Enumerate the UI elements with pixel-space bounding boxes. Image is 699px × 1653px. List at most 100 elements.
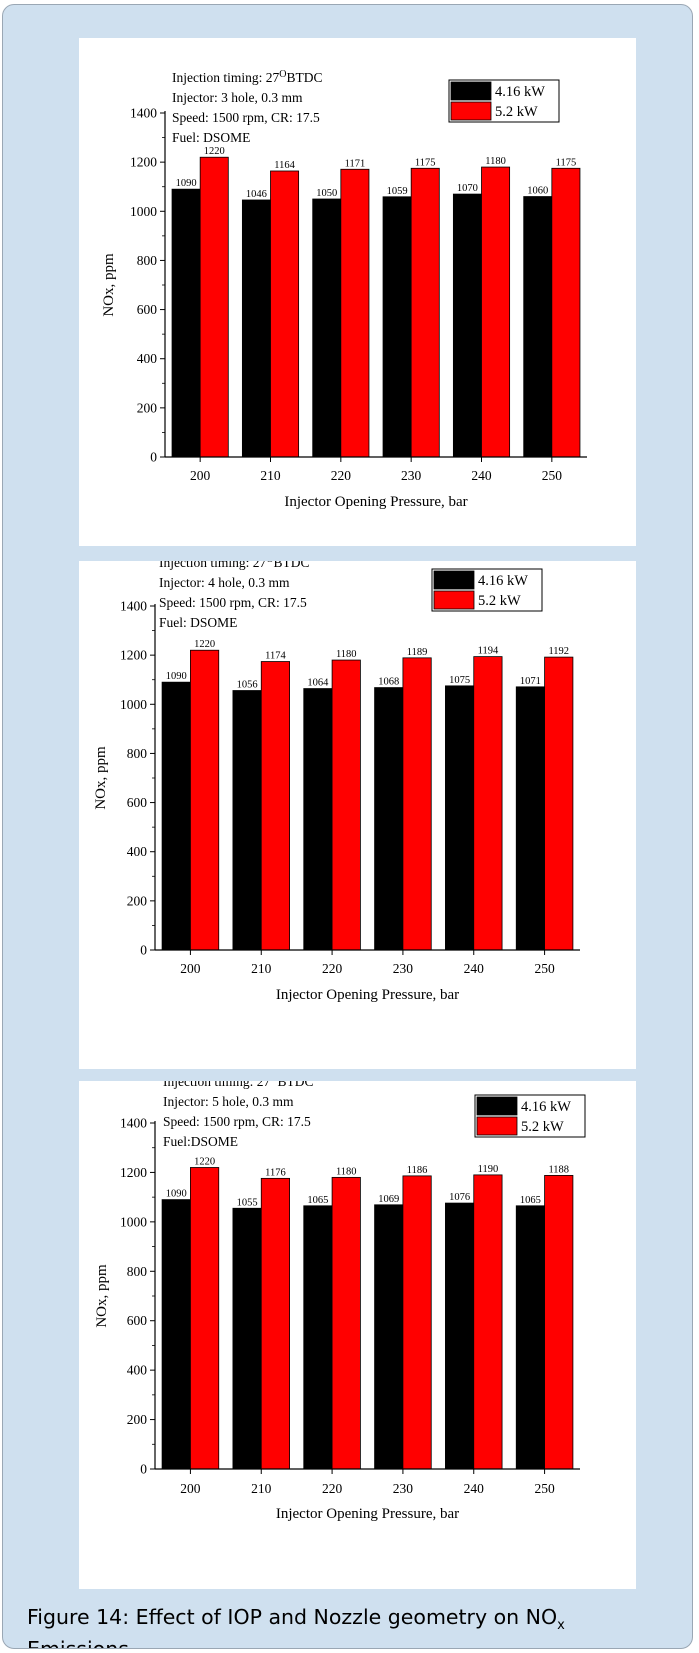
figure-caption: Figure 14: Effect of IOP and Nozzle geom…: [27, 1603, 677, 1649]
y-tick-label: 1000: [130, 204, 157, 219]
bar-series-1-240: [445, 685, 475, 951]
x-tick-label: 230: [393, 961, 414, 976]
x-tick-label: 210: [251, 961, 272, 976]
legend: 4.16 kW 5.2 kW: [448, 79, 560, 123]
bar-series-2-250: [551, 167, 581, 458]
annotation-line: Fuel:DSOME: [163, 1134, 238, 1149]
data-label: 1176: [265, 1167, 286, 1178]
y-tick-label: 0: [150, 450, 157, 465]
annotation-line: Injection timing: 27OBTDC: [159, 561, 310, 570]
annotation-text: Injection timing: 27: [159, 561, 266, 570]
legend-label: 5.2 kW: [495, 104, 538, 120]
bar-series-1-210: [232, 1207, 262, 1470]
data-label: 1189: [407, 647, 428, 658]
x-tick-label: 250: [534, 961, 555, 976]
chart-panel-4-hole: 1090 1056 1064 1068 1075 1071 1220 1174 1180 1189…: [79, 561, 636, 1069]
figure-frame: 1090 1046 1050 1059 1070 1060 1220 1164 1171 1175…: [2, 4, 693, 1649]
legend-swatch: [476, 1096, 518, 1116]
data-label: 1090: [166, 1189, 187, 1200]
bar-series-2-230: [402, 1175, 432, 1470]
data-label: 1174: [265, 651, 286, 662]
y-tick-label: 400: [137, 351, 158, 366]
data-label: 1056: [237, 680, 258, 691]
y-tick-label: 1200: [120, 1165, 147, 1180]
y-tick-label: 800: [137, 253, 158, 268]
x-tick-label: 250: [534, 1481, 555, 1496]
chart-body: 1090 1056 1064 1068 1075 1071 1220 1174 1180 1189…: [93, 561, 580, 1003]
x-axis-label: Injector Opening Pressure, bar: [276, 987, 459, 1003]
x-tick-label: 230: [401, 468, 422, 483]
data-label: 1220: [194, 639, 215, 650]
bar-series-1-220: [303, 688, 333, 951]
y-axis-label: NOx, ppm: [94, 1264, 110, 1328]
bar-series-1-220: [303, 1205, 333, 1470]
legend-label: 5.2 kW: [521, 1119, 564, 1135]
x-tick-label: 240: [471, 468, 492, 483]
bar-series-1-200: [161, 1199, 191, 1470]
data-label: 1050: [316, 188, 337, 199]
data-label: 1046: [246, 189, 267, 200]
x-tick-label: 230: [393, 1481, 414, 1496]
data-label: 1065: [520, 1195, 541, 1206]
y-tick-label: 200: [137, 400, 158, 415]
bar-series-1-210: [232, 690, 262, 951]
annotation-line: Fuel: DSOME: [172, 130, 250, 145]
bar-series-1-210: [241, 199, 271, 458]
legend: 4.16 kW 5.2 kW: [431, 568, 543, 612]
bar-series-1-240: [445, 1202, 475, 1470]
legend-label: 4.16 kW: [495, 84, 545, 100]
legend-swatch: [433, 570, 475, 590]
bar-series-1-200: [161, 681, 191, 951]
chart-panel-3-hole: 1090 1046 1050 1059 1070 1060 1220 1164 1171 1175…: [79, 38, 636, 546]
x-tick-label: 210: [260, 468, 281, 483]
x-tick-label: 220: [322, 1481, 343, 1496]
data-label: 1175: [556, 157, 577, 168]
caption-tail: Emissions.: [27, 1637, 136, 1649]
legend-swatch: [433, 590, 475, 610]
legend-swatch: [450, 81, 492, 101]
data-label: 1190: [478, 1164, 499, 1175]
data-label: 1220: [194, 1156, 215, 1167]
annotation-superscript: O: [279, 69, 286, 80]
legend-label: 4.16 kW: [521, 1099, 571, 1115]
x-tick-label: 250: [542, 468, 563, 483]
data-label: 1220: [204, 146, 225, 157]
bar-series-2-220: [340, 168, 370, 458]
x-tick-label: 220: [331, 468, 352, 483]
x-axis-label: Injector Opening Pressure, bar: [284, 494, 467, 510]
x-tick-label: 200: [180, 1481, 201, 1496]
legend: 4.16 kW 5.2 kW: [474, 1094, 586, 1138]
annotation-line: Injection timing: 27OBTDC: [163, 1081, 314, 1089]
bar-chart-2: 1090 1055 1065 1069 1076 1065 1220 1176 1180 1186…: [94, 1081, 586, 1522]
annotation-suffix: BTDC: [286, 70, 322, 85]
y-tick-label: 400: [127, 844, 148, 859]
data-label: 1055: [237, 1197, 258, 1208]
x-axis-label: Injector Opening Pressure, bar: [276, 1506, 459, 1522]
data-label: 1194: [478, 646, 499, 657]
chart-body: 1090 1046 1050 1059 1070 1060 1220 1164 1171 1175…: [101, 69, 587, 510]
data-label: 1071: [520, 676, 541, 687]
y-tick-label: 800: [127, 1264, 148, 1279]
bar-series-2-230: [402, 657, 432, 951]
data-label: 1059: [387, 186, 408, 197]
annotation-text: Injection timing: 27: [163, 1081, 270, 1089]
bar-series-2-250: [544, 1174, 574, 1470]
chart-panel-5-hole: 1090 1055 1065 1069 1076 1065 1220 1176 1180 1186…: [79, 1081, 636, 1589]
annotation-suffix: BTDC: [273, 561, 309, 570]
y-tick-label: 200: [127, 893, 148, 908]
bar-series-1-200: [171, 188, 201, 458]
data-label: 1175: [415, 157, 436, 168]
bar-series-2-200: [199, 156, 229, 458]
data-label: 1192: [548, 646, 569, 657]
y-tick-label: 400: [127, 1363, 148, 1378]
y-tick-label: 800: [127, 746, 148, 761]
y-tick-label: 1200: [120, 648, 147, 663]
y-tick-label: 600: [127, 795, 148, 810]
bar-series-2-210: [260, 661, 290, 951]
data-label: 1180: [336, 1166, 357, 1177]
annotation-suffix: BTDC: [277, 1081, 313, 1089]
bar-series-2-210: [270, 170, 300, 458]
data-label: 1180: [485, 156, 506, 167]
x-tick-label: 210: [251, 1481, 272, 1496]
bar-series-1-220: [312, 198, 342, 458]
